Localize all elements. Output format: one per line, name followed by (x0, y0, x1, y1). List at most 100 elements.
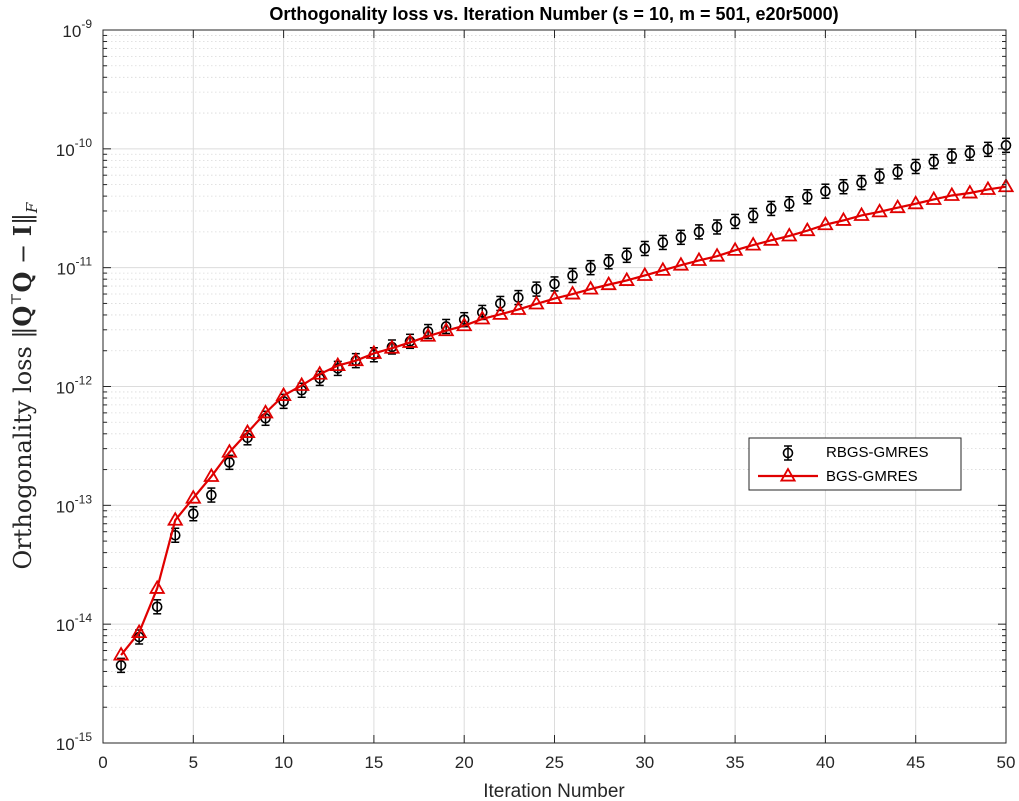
data-point (817, 215, 834, 231)
data-point (946, 148, 958, 164)
data-point (690, 251, 708, 266)
data-point (910, 158, 922, 175)
x-tick-label: 50 (997, 753, 1016, 772)
data-point (892, 164, 903, 180)
y-tick-label: 10-9 (62, 17, 92, 41)
data-point (528, 295, 545, 310)
data-point (567, 267, 578, 284)
data-point (783, 196, 795, 212)
data-point (639, 240, 651, 257)
data-point (257, 404, 274, 419)
x-tick-label: 10 (274, 753, 293, 772)
data-point (726, 241, 744, 256)
data-point (455, 316, 473, 332)
data-point (474, 310, 491, 325)
data-point (365, 344, 383, 359)
data-point (763, 231, 780, 246)
y-tick-label: 10-11 (57, 255, 93, 279)
data-point (964, 145, 976, 161)
data-point (188, 505, 199, 522)
x-tick-label: 30 (635, 753, 654, 772)
data-point (820, 183, 831, 199)
data-point (925, 190, 942, 205)
data-point (419, 327, 437, 342)
data-point (148, 579, 166, 594)
chart-title: Orthogonality loss vs. Iteration Number … (269, 4, 838, 24)
y-tick-label: 10-10 (56, 136, 93, 160)
data-point (961, 184, 979, 199)
data-point (151, 599, 163, 615)
data-point (982, 141, 994, 158)
data-point (510, 300, 527, 315)
data-point (672, 256, 690, 271)
data-point (781, 227, 798, 242)
data-point (401, 333, 419, 348)
axis-ticks (102, 29, 1007, 744)
data-point (838, 178, 849, 195)
data-point (675, 229, 687, 246)
data-point (115, 657, 127, 674)
data-point (618, 271, 635, 286)
data-point (636, 266, 654, 281)
legend-rbgs-marker (782, 445, 794, 461)
legend-rbgs-label: RBGS-GMRES (826, 444, 929, 461)
data-point (765, 200, 777, 217)
data-point (603, 254, 614, 270)
data-point (835, 211, 852, 226)
data-point (799, 221, 816, 237)
data-point (112, 646, 130, 661)
data-point (203, 467, 220, 482)
data-point (585, 259, 596, 276)
data-point (693, 224, 705, 240)
grid-minor (103, 35, 1006, 708)
data-point (889, 198, 906, 214)
data-point (708, 247, 726, 262)
legend: RBGS-GMRES BGS-GMRES (748, 437, 962, 491)
data-point (657, 234, 669, 251)
data-point (907, 194, 924, 210)
data-point (744, 236, 762, 251)
data-point (546, 289, 563, 304)
x-tick-label: 5 (189, 753, 198, 772)
legend-bgs-marker (758, 467, 818, 482)
data-point (582, 280, 599, 295)
x-tick-label: 45 (906, 753, 925, 772)
y-tick-label: 10-13 (56, 492, 93, 516)
y-tick-label: 10-12 (56, 374, 93, 398)
x-tick-label: 0 (98, 753, 107, 772)
data-point (492, 305, 509, 320)
x-axis-label: Iteration Number (483, 781, 625, 801)
data-point (383, 339, 401, 354)
data-point (928, 153, 940, 170)
data-point (802, 189, 813, 205)
data-point (856, 174, 867, 191)
legend-triangle-marker (779, 467, 797, 482)
data-point (943, 186, 961, 201)
data-point (871, 203, 888, 218)
data-point (711, 219, 723, 235)
data-point (130, 623, 148, 639)
x-tick-label: 15 (364, 753, 383, 772)
data-point (600, 275, 617, 291)
data-point (874, 168, 885, 184)
y-axis-label: Orthogonality loss ‖Q⊤Q − I‖F (8, 202, 41, 569)
data-point (729, 213, 741, 230)
data-point (206, 487, 217, 503)
data-point (329, 356, 346, 372)
y-tick-label: 10-15 (56, 730, 93, 754)
x-tick-label: 20 (455, 753, 474, 772)
data-point (311, 365, 328, 380)
data-point (621, 247, 633, 264)
y-tick-labels: 10-15 10-14 10-13 10-12 10-11 10-10 10-9 (56, 17, 93, 754)
data-point (221, 443, 238, 458)
data-point (293, 376, 310, 391)
x-tick-label: 25 (545, 753, 564, 772)
data-point (979, 180, 997, 195)
svg-text:Orthogonality loss ‖Q⊤Q − I‖F: Orthogonality loss ‖Q⊤Q − I‖F (8, 202, 41, 569)
x-tick-labels: 0 5 10 15 20 25 30 35 40 45 50 (98, 753, 1015, 772)
data-point (239, 423, 256, 438)
legend-circle-marker (782, 445, 794, 461)
legend-bgs-label: BGS-GMRES (826, 468, 918, 485)
x-tick-label: 40 (816, 753, 835, 772)
